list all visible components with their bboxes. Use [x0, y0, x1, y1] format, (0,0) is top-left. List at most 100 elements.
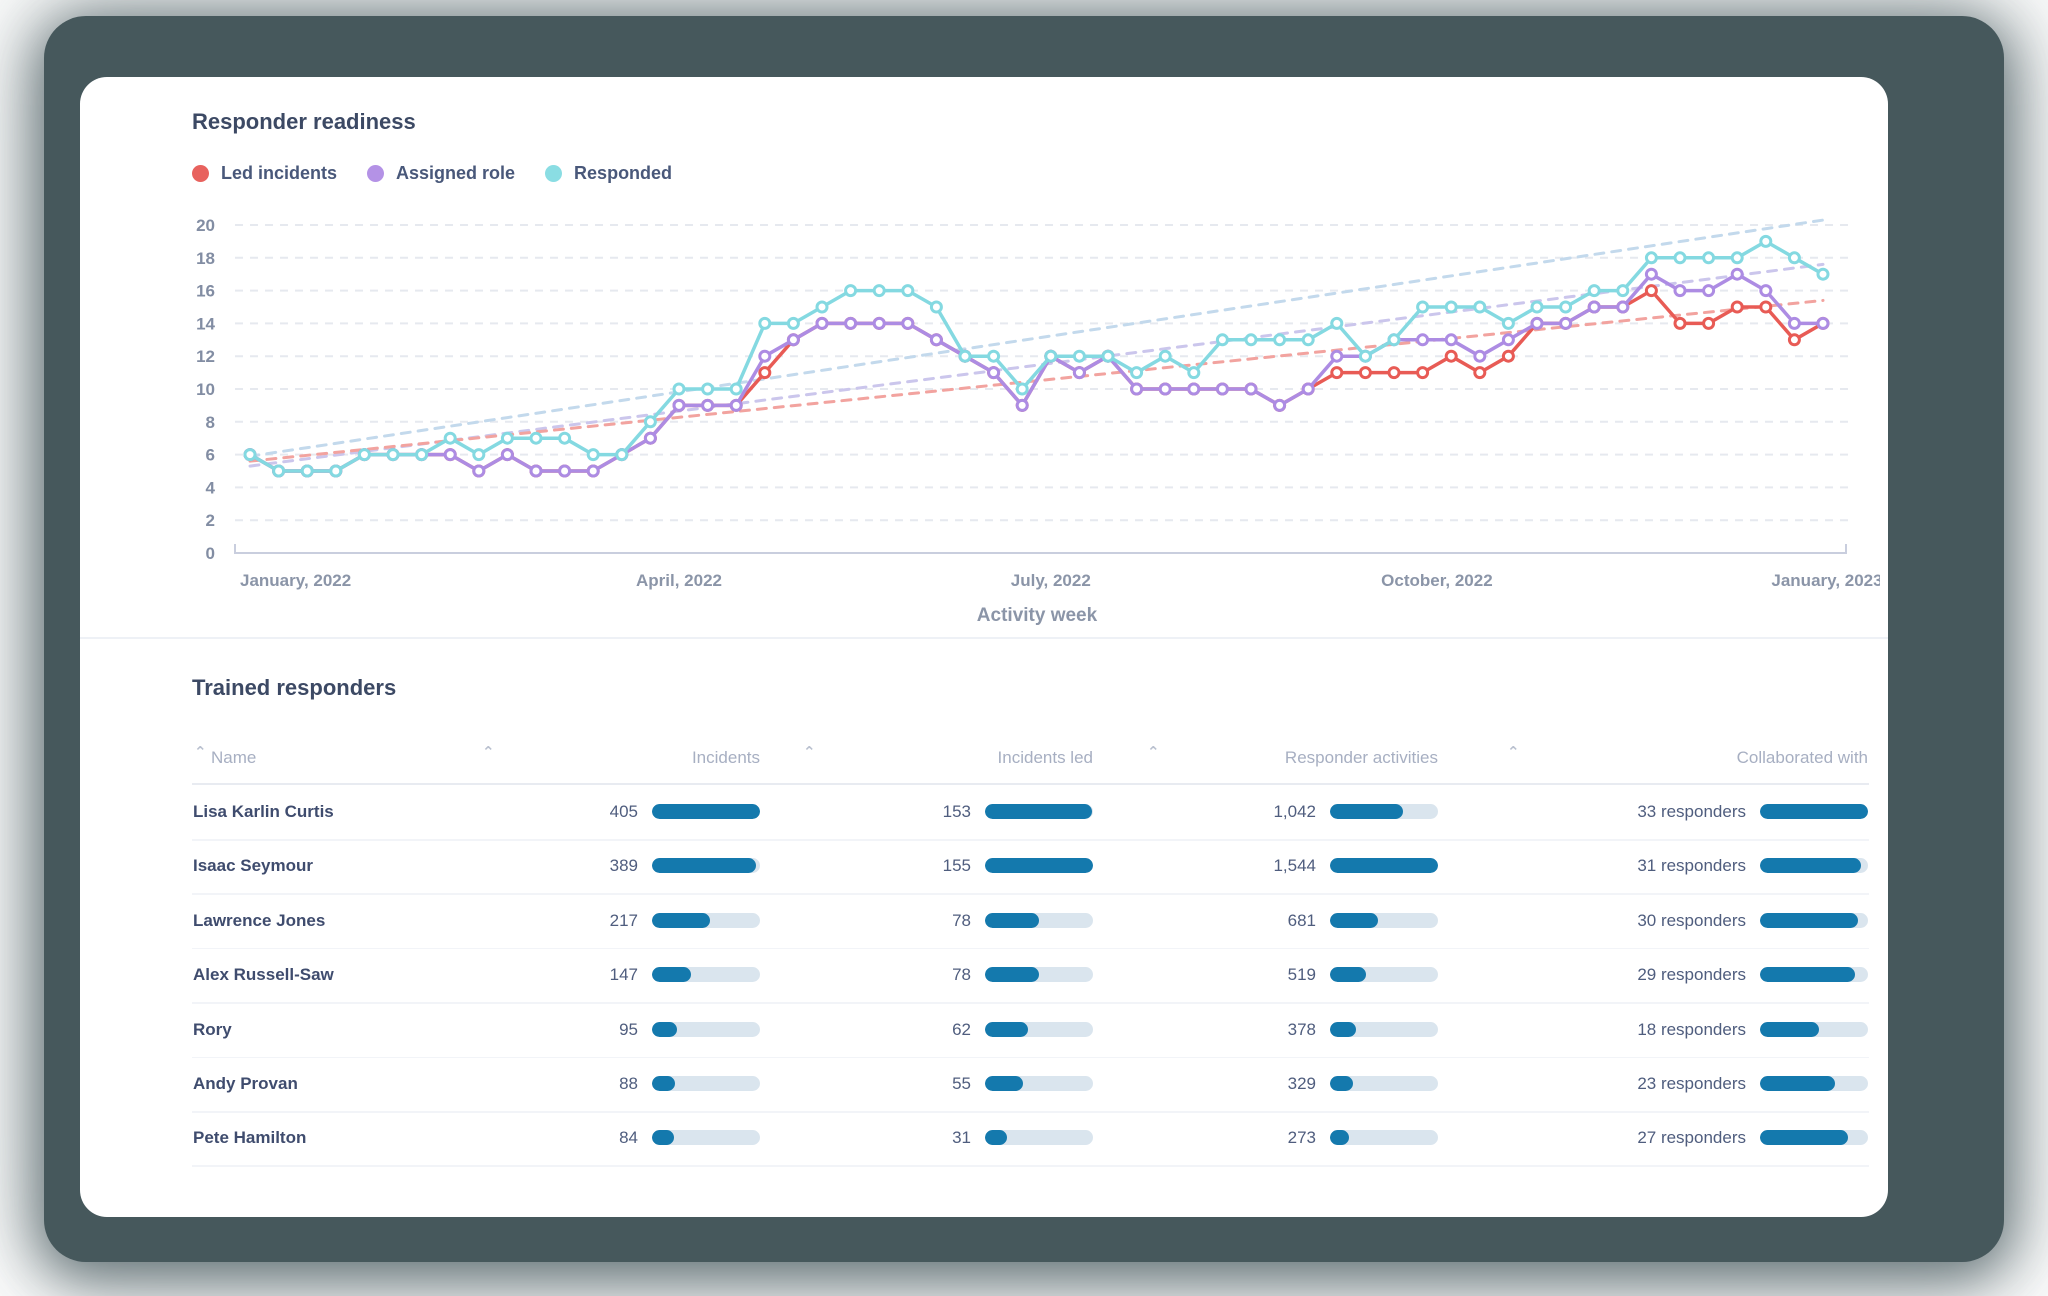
bar-collaborated_with	[1760, 1076, 1868, 1091]
bar-collaborated_with	[1760, 804, 1868, 819]
x-tick-1: April, 2022	[636, 571, 722, 590]
data-point	[1130, 382, 1144, 396]
legend-item-responded[interactable]: Responded	[545, 163, 672, 184]
sort-caret-icon[interactable]: ⌃	[803, 744, 816, 761]
data-point	[1473, 300, 1487, 314]
cell-value-collaborated_with: 27 responders	[1637, 1128, 1746, 1148]
bar-fill-incidents_led	[985, 1021, 1028, 1037]
data-point	[386, 448, 400, 462]
x-tick-3: October, 2022	[1381, 571, 1493, 590]
data-point	[758, 349, 772, 363]
column-header-collaborated_with[interactable]: Collaborated with	[1736, 748, 1868, 767]
cell-value-responder_activities: 1,544	[1273, 856, 1316, 876]
data-point	[558, 464, 572, 478]
bar-fill-incidents	[652, 1021, 677, 1037]
table-header-underline	[192, 783, 1869, 785]
data-point	[1444, 300, 1458, 314]
data-point	[272, 464, 286, 478]
data-point	[1587, 284, 1601, 298]
legend-label: Responded	[574, 163, 673, 183]
row-divider	[192, 1056, 1869, 1059]
data-point	[1673, 284, 1687, 298]
bar-incidents	[652, 804, 760, 819]
sort-caret-icon[interactable]: ⌃	[194, 744, 207, 761]
data-point	[1759, 234, 1773, 248]
bar-fill-responder_activities	[1330, 1130, 1349, 1146]
bar-incidents	[652, 967, 760, 983]
data-point	[1759, 284, 1773, 298]
data-point	[1444, 333, 1458, 347]
column-header-incidents_led[interactable]: Incidents led	[997, 748, 1093, 767]
data-point	[1244, 382, 1258, 396]
bar-responder_activities	[1330, 967, 1438, 983]
data-point	[1101, 349, 1115, 363]
data-point	[901, 284, 915, 298]
sort-caret-icon[interactable]: ⌃	[482, 744, 495, 761]
data-point	[815, 300, 829, 314]
bar-fill-collaborated_with	[1760, 1130, 1848, 1146]
responder-readiness-chart: 0 2 4 6 8 10 12 14 16 18 20 January, 2022 April, 202…	[196, 216, 1880, 626]
dashboard-card: Responder readiness Led incidents Assigne…	[80, 77, 1888, 1217]
bar-incidents	[652, 1130, 760, 1146]
data-point	[1559, 300, 1573, 314]
data-point	[1215, 333, 1229, 347]
cell-value-incidents: 88	[619, 1074, 638, 1093]
cell-value-incidents_led: 78	[952, 965, 971, 985]
data-point	[958, 349, 972, 363]
data-point	[1644, 267, 1658, 281]
data-point	[357, 448, 371, 462]
bar-incidents	[652, 1021, 760, 1037]
data-point	[1730, 267, 1744, 281]
bar-fill-responder_activities	[1330, 804, 1403, 819]
column-header-name[interactable]: Name	[211, 748, 257, 767]
data-point	[1072, 349, 1086, 363]
data-point	[786, 333, 800, 347]
data-point	[901, 316, 915, 330]
bar-fill-incidents	[652, 912, 710, 928]
y-tick-6: 6	[206, 446, 215, 465]
column-header-responder_activities[interactable]: Responder activities	[1284, 748, 1438, 767]
data-point	[329, 464, 343, 478]
data-point	[1673, 251, 1687, 265]
bar-fill-incidents_led	[985, 912, 1039, 928]
legend-item-assigned-role[interactable]: Assigned role	[367, 163, 515, 184]
data-point	[1787, 316, 1801, 330]
bar-incidents_led	[985, 804, 1093, 819]
data-point	[987, 349, 1001, 363]
data-point	[987, 366, 1001, 380]
data-point	[1044, 349, 1058, 363]
data-point	[1358, 349, 1372, 363]
row-divider	[192, 893, 1869, 895]
cell-value-incidents: 84	[619, 1128, 638, 1148]
legend-label: Assigned role	[396, 163, 516, 183]
bar-collaborated_with	[1760, 912, 1868, 928]
sort-caret-icon[interactable]: ⌃	[1147, 744, 1160, 761]
legend-item-led-incidents[interactable]: Led incidents	[192, 163, 337, 184]
cell-value-incidents_led: 155	[942, 856, 971, 876]
data-point	[1816, 316, 1830, 330]
data-point	[615, 448, 629, 462]
bar-incidents_led	[985, 1130, 1093, 1146]
bar-incidents_led	[985, 967, 1093, 983]
data-point	[1358, 366, 1372, 380]
row-divider	[192, 839, 1869, 841]
bar-responder_activities	[1330, 858, 1438, 874]
data-point	[1330, 316, 1344, 330]
sort-caret-icon[interactable]: ⌃	[1507, 744, 1520, 761]
cell-value-incidents_led: 153	[942, 802, 971, 821]
column-header-incidents[interactable]: Incidents	[691, 748, 760, 767]
cell-value-responder_activities: 519	[1287, 965, 1316, 985]
assigned-role-trend	[248, 262, 1825, 468]
bar-fill-responder_activities	[1330, 1021, 1356, 1037]
bar-fill-collaborated_with	[1760, 967, 1855, 983]
data-point	[844, 284, 858, 298]
bar-incidents_led	[985, 1076, 1093, 1091]
data-point	[1587, 300, 1601, 314]
y-tick-18: 18	[196, 249, 215, 268]
bar-fill-responder_activities	[1330, 1076, 1353, 1091]
x-tick-2: July, 2022	[1011, 571, 1091, 590]
data-point	[1158, 382, 1172, 396]
data-point	[729, 398, 743, 412]
cell-value-incidents_led: 31	[952, 1128, 971, 1148]
data-point	[1616, 300, 1630, 314]
